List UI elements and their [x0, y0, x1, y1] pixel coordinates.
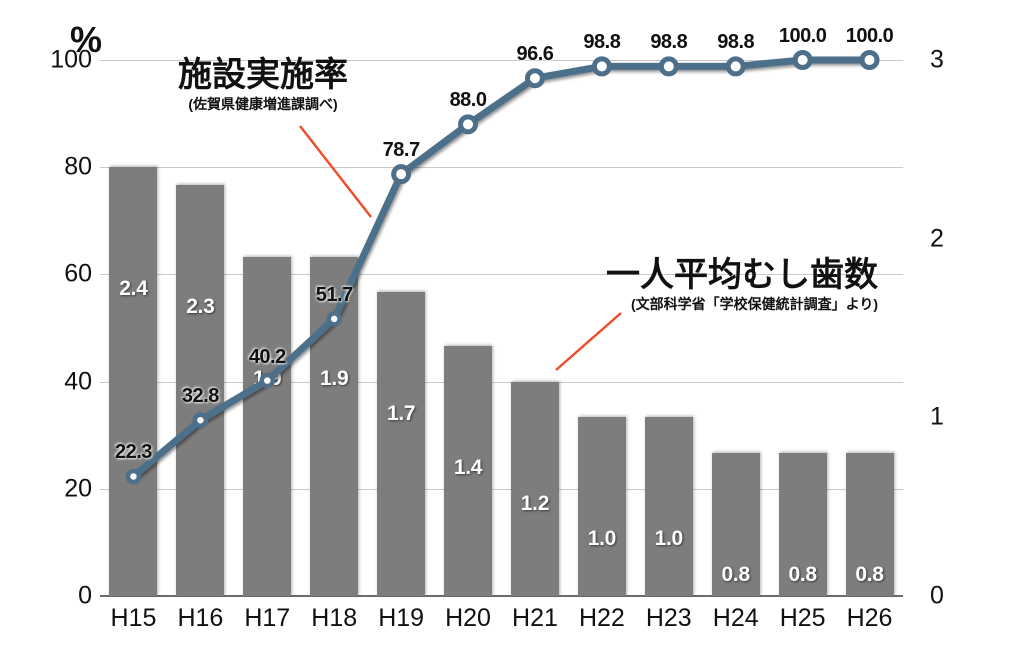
line-data-label: 22.3 — [114, 441, 152, 464]
line-series — [125, 50, 880, 485]
bar — [577, 417, 626, 596]
annotation-facility-title: 施設実施率 — [178, 56, 348, 94]
bar — [176, 185, 225, 596]
gridline — [100, 60, 903, 61]
annotation-caries-subtitle: (文部科学省「学校保健統計調査」より) — [630, 295, 878, 312]
line-data-label: 78.7 — [382, 139, 420, 162]
x-axis-tick: H15 — [110, 604, 157, 632]
percent-axis-symbol: % — [70, 19, 103, 60]
y-axis-right: 0 1 2 3 — [912, 46, 982, 610]
line-marker — [326, 311, 342, 327]
bar — [845, 453, 894, 596]
x-axis-tick: H19 — [378, 604, 425, 632]
line-path — [129, 56, 874, 480]
line-marker — [192, 412, 209, 428]
line-data-label: 98.8 — [650, 31, 688, 54]
line-marker — [591, 56, 612, 77]
y-axis-right-tick: 3 — [930, 45, 944, 74]
bar — [711, 453, 760, 596]
line-data-label: 100.0 — [778, 25, 827, 47]
annotation-facility-subtitle: (佐賀県健康増進課調べ) — [188, 95, 338, 112]
line-marker — [725, 56, 746, 77]
bar-slot: 1.2 — [510, 60, 559, 596]
x-axis-tick: H17 — [244, 604, 291, 632]
bar-data-label: 0.8 — [855, 563, 884, 587]
y-axis-left-tick: 100 — [50, 45, 92, 74]
bar-slot: 0.8 — [845, 60, 894, 596]
bar-data-label: 2.3 — [186, 295, 215, 319]
x-axis-tick: H22 — [578, 604, 625, 632]
gridline — [100, 488, 903, 490]
x-axis-tick: H18 — [311, 604, 358, 632]
x-axis: H15 H16 H17 H18 H19 H20 H21 H22 H23 H24 H25 H26 — [100, 604, 903, 654]
line-data-label: 96.6 — [516, 43, 554, 66]
bar-data-label: 0.8 — [721, 563, 751, 587]
line-data-label: 98.8 — [717, 31, 755, 54]
line-data-label: 100.0 — [845, 25, 894, 47]
bar-data-label: 1.0 — [587, 527, 617, 551]
annotation-caries: 一人平均むし歯数 (文部科学省「学校保健統計調査」より) — [606, 256, 878, 312]
bar — [778, 453, 827, 596]
line-marker — [859, 50, 880, 70]
bar — [109, 167, 158, 596]
bar — [644, 417, 693, 596]
x-axis-tick: H21 — [512, 604, 558, 632]
bar — [243, 256, 292, 596]
x-axis-tick: H20 — [445, 604, 491, 632]
line-marker — [125, 468, 142, 485]
annotation-caries-title: 一人平均むし歯数 — [606, 256, 878, 294]
y-axis-right-tick: 0 — [930, 581, 944, 610]
y-axis-right-tick: 2 — [930, 224, 944, 253]
x-axis-tick: H23 — [645, 604, 692, 632]
gridline — [100, 381, 903, 383]
x-axis-tick: H26 — [846, 604, 893, 632]
bar-slot: 1.7 — [377, 60, 426, 596]
line-data-label: 40.2 — [248, 345, 286, 368]
plot-area: 2.42.31.91.91.71.41.21.01.00.80.80.8 22.… — [100, 25, 903, 597]
y-axis-left-tick: 80 — [64, 152, 92, 181]
bar-data-label: 1.4 — [453, 455, 483, 479]
line-marker — [458, 114, 479, 135]
bar — [510, 381, 559, 596]
line-marker — [792, 50, 813, 70]
line-marker — [259, 372, 276, 389]
y-axis-left-tick: 20 — [64, 474, 92, 503]
bar-data-label: 2.4 — [119, 277, 148, 301]
y-axis-left-tick: 60 — [64, 259, 92, 288]
line-data-label: 88.0 — [449, 89, 487, 112]
bar-slot: 2.4 — [109, 60, 158, 596]
line-data-label: 51.7 — [315, 283, 353, 306]
bar-data-label: 0.8 — [788, 563, 817, 587]
line-marker — [391, 164, 412, 185]
bar-data-label: 1.9 — [320, 366, 349, 390]
line-data-label: 32.8 — [181, 385, 219, 408]
bar-data-label: 1.2 — [520, 491, 550, 515]
axis-baseline — [100, 595, 903, 597]
bar-data-label: 1.0 — [654, 527, 684, 551]
y-axis-left: 0 20 40 60 80 100 — [20, 46, 92, 610]
bar-slot: 1.4 — [444, 60, 493, 596]
bar-series: 2.42.31.91.91.71.41.21.01.00.80.80.8 — [100, 60, 903, 596]
bar-slot: 1.0 — [577, 60, 626, 596]
gridline — [100, 167, 903, 169]
bar-slot: 0.8 — [711, 60, 760, 596]
y-axis-left-tick: 40 — [64, 367, 92, 396]
line-data-label: 98.8 — [583, 31, 621, 54]
line-marker — [658, 56, 679, 77]
x-axis-tick: H24 — [712, 604, 759, 632]
bar — [377, 292, 426, 596]
annotation-facility: 施設実施率 (佐賀県健康増進課調べ) — [178, 56, 348, 112]
y-axis-right-tick: 1 — [930, 402, 944, 431]
bar — [444, 345, 493, 596]
x-axis-tick: H16 — [177, 604, 224, 632]
bar-data-label: 1.7 — [386, 402, 416, 426]
bar-slot: 2.3 — [176, 60, 225, 596]
y-axis-left-tick: 0 — [78, 581, 92, 610]
bar-slot: 0.8 — [778, 60, 827, 596]
x-axis-tick: H25 — [779, 604, 826, 632]
bar-slot: 1.0 — [644, 60, 693, 596]
line-marker — [524, 68, 545, 89]
gridline — [100, 274, 903, 276]
